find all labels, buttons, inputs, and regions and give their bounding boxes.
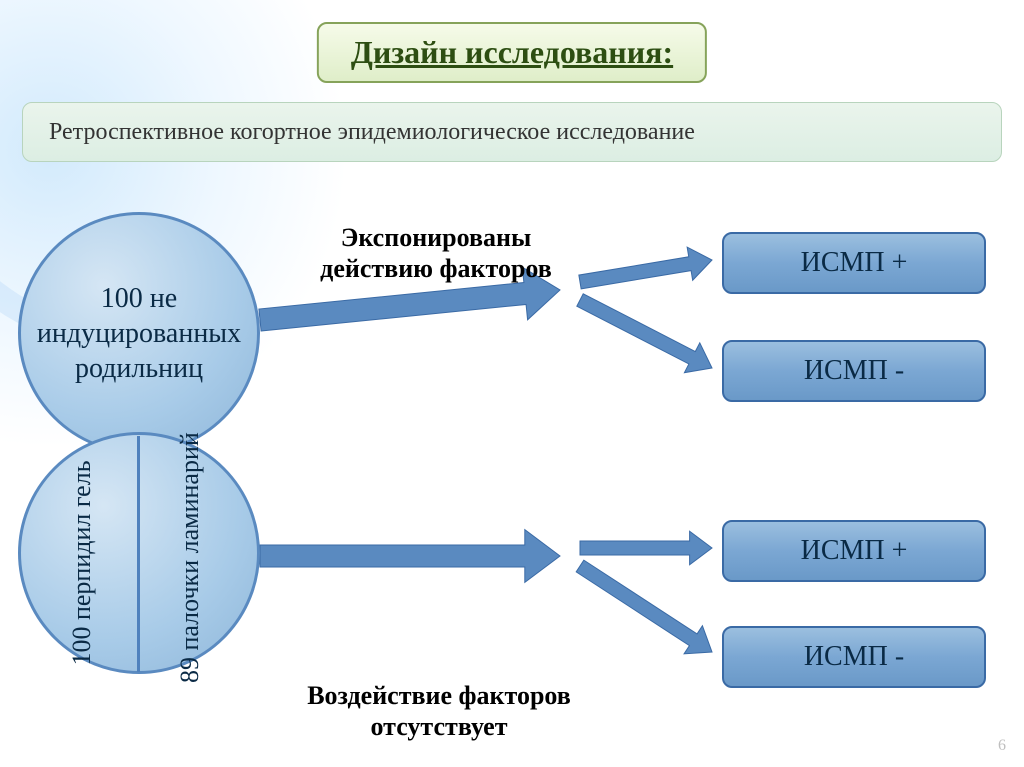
- result-box-4: ИСМП -: [722, 626, 986, 688]
- label-exposed-l1: Экспонированы: [296, 222, 576, 253]
- arrow: [579, 247, 712, 289]
- result-box-2: ИСМП -: [722, 340, 986, 402]
- circle-top-text: 100 не индуцированных родильниц: [21, 281, 257, 386]
- arrow: [577, 294, 712, 373]
- result-box-2-text: ИСМП -: [804, 355, 904, 387]
- circle-bottom-left-text: 100 перпидил гель: [67, 443, 97, 683]
- circle-divider: [137, 436, 140, 672]
- label-exposed-l2: действию факторов: [296, 253, 576, 284]
- arrow: [260, 530, 560, 583]
- circle-top: 100 не индуцированных родильниц: [18, 212, 260, 454]
- result-box-3: ИСМП +: [722, 520, 986, 582]
- circle-bottom-right-text: 89 палочки ламинарий: [175, 443, 205, 683]
- arrow: [576, 560, 712, 654]
- label-unexposed: Воздействие факторов отсутствует: [274, 680, 604, 742]
- label-exposed: Экспонированы действию факторов: [296, 222, 576, 284]
- label-unexposed-l2: отсутствует: [274, 711, 604, 742]
- arrow: [580, 531, 712, 565]
- result-box-4-text: ИСМП -: [804, 641, 904, 673]
- result-box-3-text: ИСМП +: [801, 535, 908, 567]
- label-unexposed-l1: Воздействие факторов: [274, 680, 604, 711]
- result-box-1-text: ИСМП +: [801, 247, 908, 279]
- slide-number: 6: [998, 737, 1006, 755]
- result-box-1: ИСМП +: [722, 232, 986, 294]
